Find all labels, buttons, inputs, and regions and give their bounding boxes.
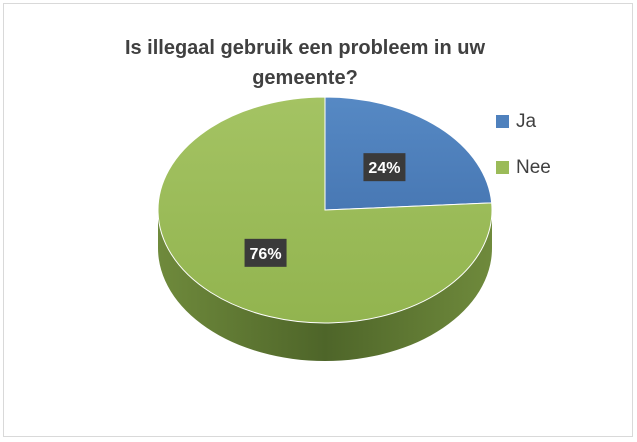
pie-slice-ja bbox=[324, 96, 493, 211]
data-label-ja: 24% bbox=[363, 153, 406, 182]
legend-label-nee: Nee bbox=[516, 156, 551, 178]
pie-slice-nee bbox=[157, 96, 493, 324]
legend-swatch-nee bbox=[496, 161, 509, 174]
pie-plot: 24% 76% bbox=[157, 96, 493, 361]
chart-title: Is illegaal gebruik een probleem in uw g… bbox=[124, 37, 486, 89]
pie-side-wall bbox=[158, 210, 492, 361]
legend-item-ja: Ja bbox=[496, 108, 551, 135]
svg-text:76%: 76% bbox=[250, 246, 282, 263]
legend: Ja Nee bbox=[496, 108, 551, 200]
svg-text:24%: 24% bbox=[368, 160, 400, 177]
data-label-nee: 76% bbox=[244, 238, 287, 267]
legend-label-ja: Ja bbox=[516, 110, 537, 132]
legend-swatch-ja bbox=[496, 115, 509, 128]
legend-item-nee: Nee bbox=[496, 154, 551, 181]
